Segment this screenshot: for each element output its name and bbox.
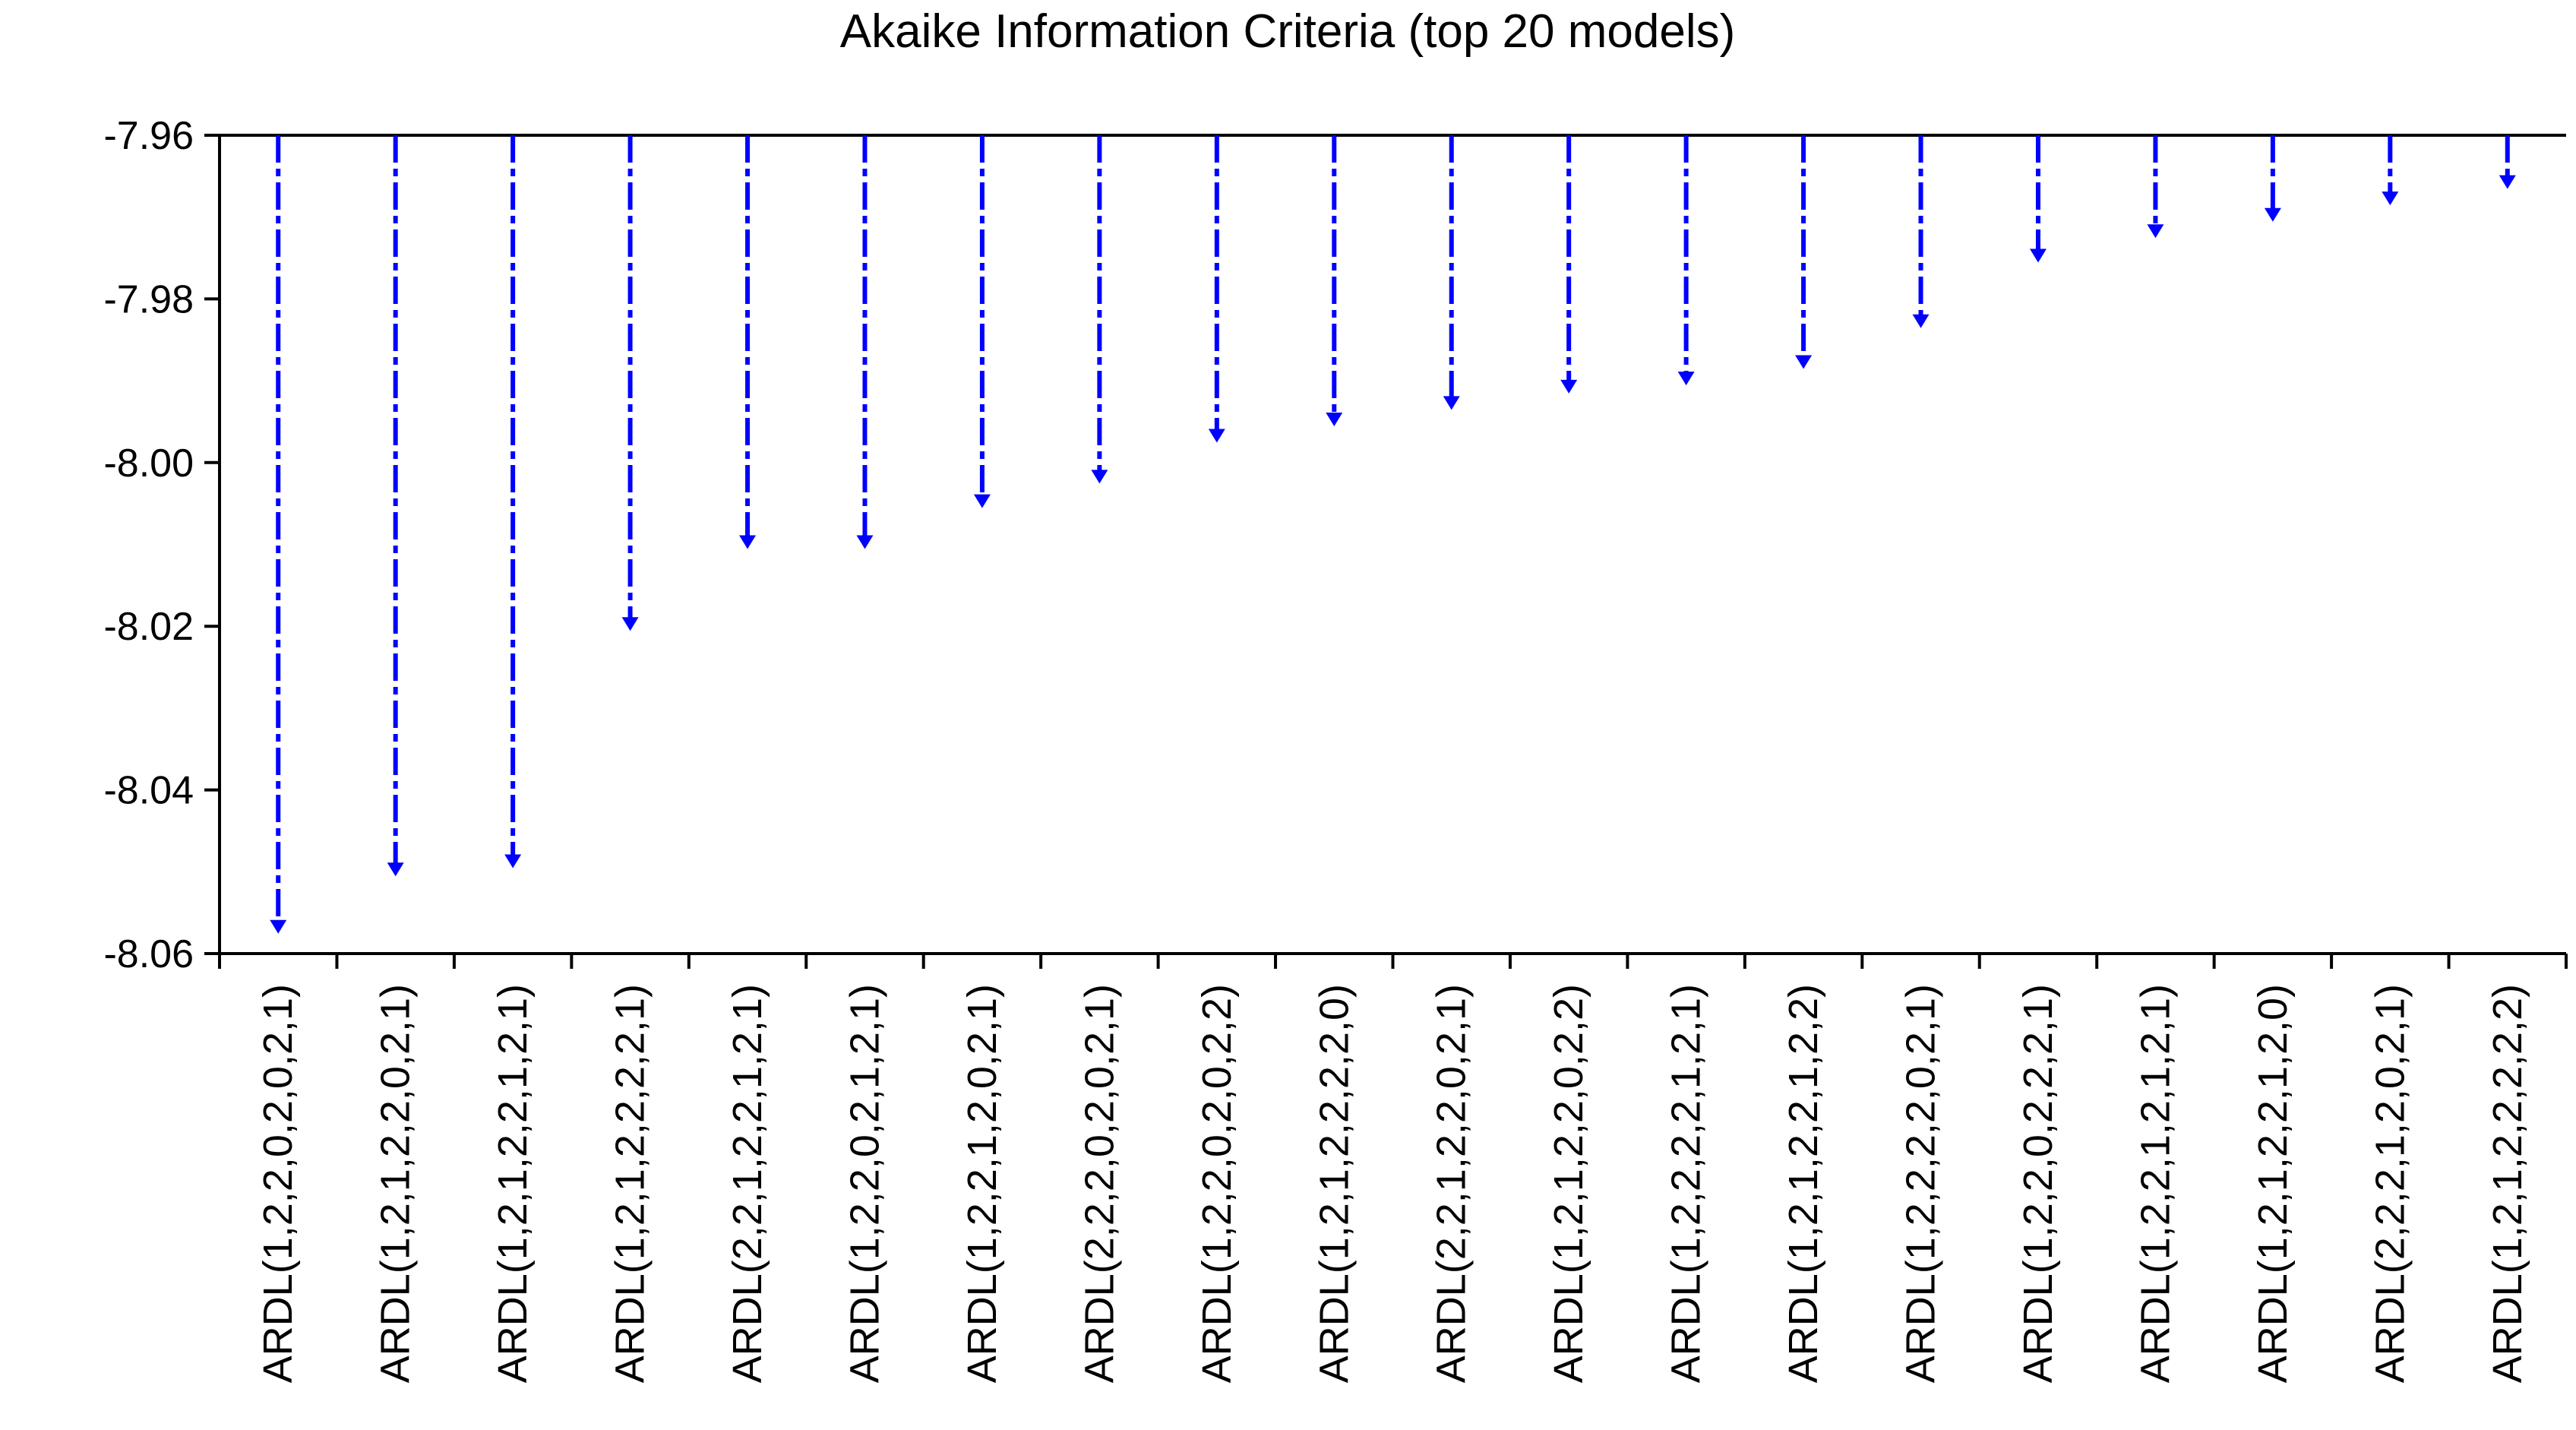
spike-arrowhead — [856, 535, 874, 549]
spike-arrowhead — [2382, 191, 2399, 206]
spike-arrowhead — [270, 919, 287, 934]
x-tick-label: ARDL(2,2,2,1,2,0,2,1) — [2367, 984, 2413, 1383]
x-tick-label: ARDL(1,2,2,0,2,0,2,2) — [1194, 984, 1240, 1383]
x-tick-label: ARDL(1,2,2,0,2,0,2,1) — [255, 984, 301, 1383]
x-tick-label: ARDL(1,2,1,2,2,1,2,0) — [2250, 984, 2296, 1383]
x-tick-label: ARDL(2,2,2,0,2,0,2,1) — [1076, 984, 1122, 1383]
spike-arrowhead — [1208, 429, 1225, 443]
plot-area: -7.96 -7.98 -8.00 -8.02 -8.04 -8.06 ARDL(1,2,2… — [103, 114, 2568, 1383]
spike-arrowhead — [387, 862, 404, 877]
x-tick-label: ARDL(1,2,1,2,2,0,2,2) — [1546, 984, 1591, 1383]
spike-arrowhead — [2147, 224, 2164, 239]
spike-arrowhead — [1443, 396, 1460, 410]
y-tick-label: -8.04 — [103, 769, 194, 813]
y-tick-label: -7.98 — [103, 277, 194, 321]
x-tick-label: ARDL(2,2,1,2,2,0,2,1) — [1429, 984, 1474, 1383]
x-tick-label: ARDL(1,2,2,1,2,1,2,1) — [2132, 984, 2178, 1383]
x-tick-label: ARDL(1,2,2,2,2,0,2,1) — [1898, 984, 1944, 1383]
x-tick-label: ARDL(1,2,1,2,2,2,2,1) — [608, 984, 653, 1383]
x-tick-label: ARDL(1,2,1,2,2,2,2,0) — [1311, 984, 1357, 1383]
x-tick-label: ARDL(1,2,1,2,2,2,2,2) — [2485, 984, 2530, 1383]
spike-arrowhead — [1091, 470, 1108, 484]
spike-arrowhead — [621, 617, 639, 631]
spike-arrowhead — [973, 494, 991, 508]
spike-arrowhead — [2499, 175, 2516, 189]
spike-arrowhead — [1560, 379, 1578, 394]
y-tick-label: -8.02 — [103, 605, 194, 649]
x-tick-label: ARDL(1,2,1,2,2,1,2,2) — [1781, 984, 1826, 1383]
x-tick-label: ARDL(1,2,2,2,2,1,2,1) — [1664, 984, 1709, 1383]
x-tick-label: ARDL(1,2,2,0,2,1,2,1) — [842, 984, 887, 1383]
spike-arrowhead — [739, 535, 757, 549]
spike-arrowhead — [504, 854, 522, 868]
y-tick-label: -7.96 — [103, 114, 194, 158]
x-tick-label: ARDL(1,2,2,1,2,0,2,1) — [959, 984, 1005, 1383]
spike-arrowhead — [1326, 412, 1343, 426]
y-tick-label: -8.00 — [103, 441, 194, 486]
spike-arrowhead — [2264, 207, 2281, 222]
x-tick-label: ARDL(1,2,1,2,2,0,2,1) — [373, 984, 419, 1383]
x-tick-label: ARDL(1,2,1,2,2,1,2,1) — [490, 984, 536, 1383]
axis-frame — [218, 134, 2566, 955]
x-tick-label: ARDL(2,2,1,2,2,1,2,1) — [725, 984, 770, 1383]
chart-title: Akaike Information Criteria (top 20 mode… — [840, 5, 1735, 58]
x-tick-label: ARDL(1,2,2,0,2,2,2,1) — [2015, 984, 2061, 1383]
spike-arrowhead — [1677, 372, 1695, 386]
spike-arrowhead — [2029, 248, 2047, 263]
spike-arrowhead — [1795, 355, 1813, 369]
spike-arrowhead — [1912, 314, 1930, 328]
y-tick-label: -8.06 — [103, 932, 194, 976]
